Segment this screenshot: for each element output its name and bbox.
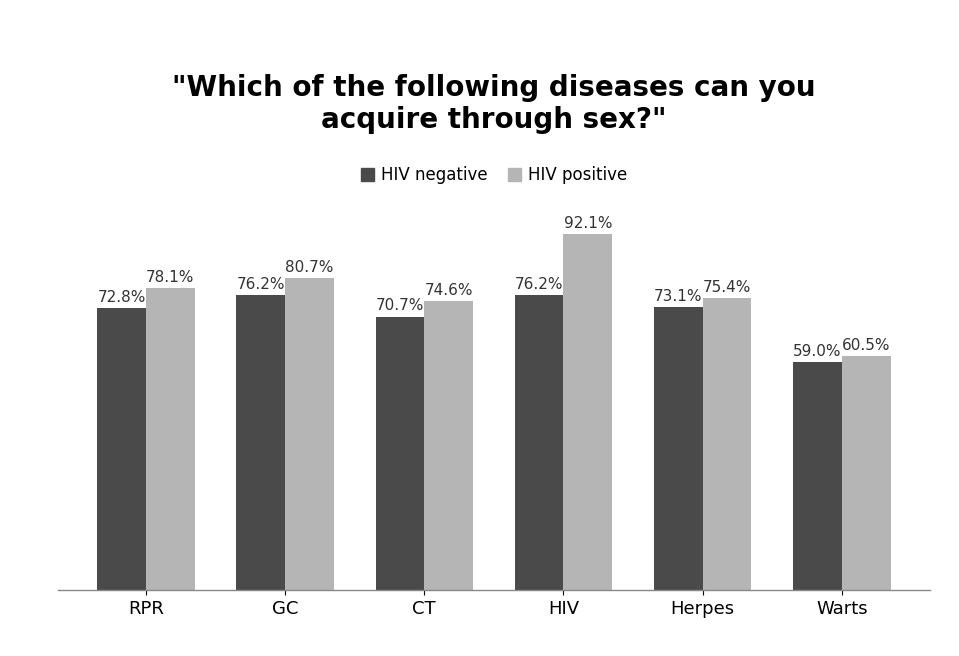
Legend: HIV negative, HIV positive: HIV negative, HIV positive [354,159,634,191]
Text: 73.1%: 73.1% [654,289,703,304]
Text: 75.4%: 75.4% [703,280,751,295]
Text: 59.0%: 59.0% [793,344,842,359]
Bar [376,317,424,590]
Text: 74.6%: 74.6% [425,283,473,298]
Bar [564,234,612,590]
Text: 92.1%: 92.1% [564,216,612,230]
Title: "Which of the following diseases can you
acquire through sex?": "Which of the following diseases can you… [172,73,816,134]
Text: 78.1%: 78.1% [146,270,195,285]
Text: 60.5%: 60.5% [842,338,891,353]
Bar [703,298,752,590]
Bar [285,277,334,590]
Bar [793,362,842,590]
Bar [424,302,473,590]
Bar [842,356,891,590]
Bar [654,307,703,590]
Text: 80.7%: 80.7% [285,260,334,275]
Bar [515,295,564,590]
Text: 76.2%: 76.2% [237,277,285,292]
Bar [146,288,195,590]
Text: 72.8%: 72.8% [98,291,146,305]
Bar [97,308,146,590]
Text: 70.7%: 70.7% [376,298,424,314]
Text: 76.2%: 76.2% [515,277,563,292]
Bar [236,295,285,590]
